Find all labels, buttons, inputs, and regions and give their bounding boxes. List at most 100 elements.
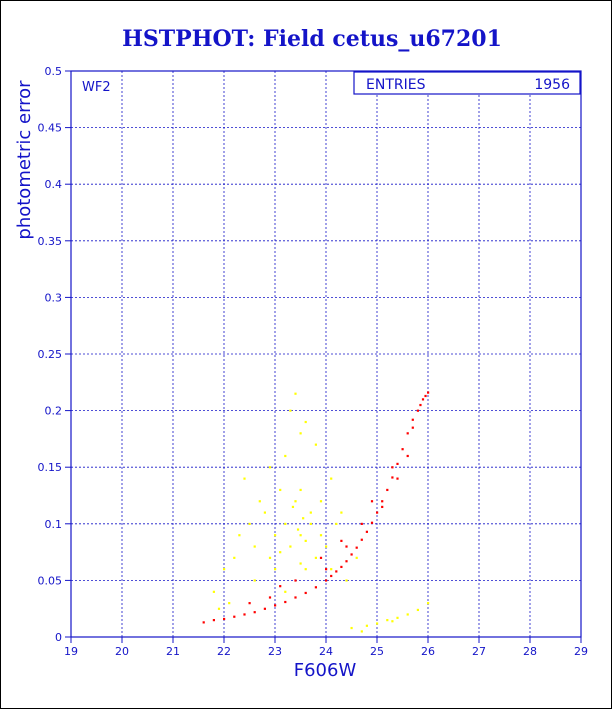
data-point — [294, 579, 297, 582]
y-tick-label: 0.45 — [38, 122, 63, 135]
data-point — [279, 551, 282, 554]
data-point — [365, 624, 368, 627]
data-point — [325, 579, 328, 582]
data-point — [335, 570, 338, 573]
data-point — [212, 590, 215, 593]
data-point — [302, 517, 305, 520]
panel-label: WF2 — [82, 80, 111, 95]
data-point — [299, 432, 302, 435]
data-point — [314, 586, 317, 589]
data-point — [416, 608, 419, 612]
data-point — [325, 545, 328, 548]
data-point — [391, 466, 394, 469]
data-point — [263, 511, 266, 514]
data-point — [233, 556, 236, 559]
x-tick-label: 26 — [421, 645, 435, 658]
data-point — [223, 568, 226, 571]
data-point — [396, 462, 399, 466]
data-point — [355, 556, 358, 559]
data-point — [253, 611, 256, 614]
data-point — [314, 443, 317, 446]
data-point — [406, 454, 409, 458]
data-point — [284, 454, 287, 458]
data-point — [345, 579, 348, 582]
data-point — [253, 545, 256, 548]
data-points — [202, 391, 430, 633]
data-point — [309, 522, 312, 525]
data-point — [284, 590, 287, 593]
data-point — [370, 500, 374, 503]
y-tick-label: 0.1 — [45, 518, 63, 531]
data-point — [427, 602, 430, 605]
data-point — [248, 602, 251, 605]
data-point — [330, 477, 333, 480]
data-point — [238, 534, 241, 537]
chart-title: HSTPHOT: Field cetus_u67201 — [122, 26, 502, 52]
x-tick-label: 28 — [523, 645, 537, 658]
x-tick-label: 21 — [166, 645, 180, 658]
data-point — [401, 448, 404, 451]
y-tick-label: 0.2 — [45, 405, 63, 418]
y-tick-label: 0.5 — [45, 65, 63, 78]
data-point — [223, 617, 226, 621]
data-point — [309, 511, 312, 514]
y-tick-label: 0 — [55, 631, 62, 644]
data-point — [335, 522, 338, 525]
x-tick-label: 27 — [472, 645, 486, 658]
data-point — [263, 607, 266, 610]
data-point — [411, 418, 414, 421]
data-point — [228, 602, 231, 605]
data-point — [217, 607, 221, 610]
stats-box-frame — [353, 71, 581, 95]
data-point — [376, 622, 379, 625]
data-point — [284, 600, 287, 604]
data-point — [345, 560, 348, 563]
data-point — [212, 619, 215, 622]
data-point — [365, 530, 368, 533]
y-tick-label: 0.4 — [45, 178, 63, 191]
data-point — [386, 488, 389, 492]
data-point — [376, 511, 379, 514]
data-point — [345, 545, 348, 548]
data-point — [340, 565, 343, 569]
data-point — [291, 505, 295, 509]
data-point — [416, 409, 419, 412]
stats-box: ENTRIES 1956 — [353, 71, 581, 95]
x-tick-label: 24 — [319, 645, 333, 658]
x-tick-label: 19 — [64, 645, 78, 658]
x-tick-label: 29 — [574, 645, 588, 658]
y-tick-label: 0.05 — [38, 574, 63, 587]
x-tick-label: 20 — [115, 645, 129, 658]
data-point — [396, 477, 399, 480]
data-point — [304, 420, 307, 424]
data-point — [391, 476, 394, 479]
x-tick-label: 25 — [370, 645, 384, 658]
data-point — [421, 398, 425, 401]
data-point — [350, 626, 353, 630]
y-tick-label: 0.15 — [38, 461, 63, 474]
data-point — [330, 574, 333, 578]
data-point — [411, 426, 414, 429]
data-point — [258, 500, 261, 503]
data-point — [381, 500, 384, 503]
data-point — [253, 579, 256, 582]
y-tick-label: 0.25 — [38, 348, 63, 361]
data-point — [419, 403, 422, 407]
data-point — [248, 522, 251, 525]
data-point — [360, 522, 363, 525]
data-point — [360, 538, 363, 541]
data-point — [274, 568, 277, 571]
data-point — [381, 505, 384, 509]
data-point — [314, 556, 317, 559]
data-point — [340, 511, 343, 514]
gridlines — [71, 71, 581, 637]
data-point — [296, 528, 300, 531]
data-point — [370, 521, 374, 524]
data-point — [355, 546, 358, 549]
y-tick-label: 0.3 — [45, 291, 63, 304]
data-point — [268, 466, 272, 469]
data-point — [289, 545, 292, 548]
data-point — [233, 615, 236, 618]
